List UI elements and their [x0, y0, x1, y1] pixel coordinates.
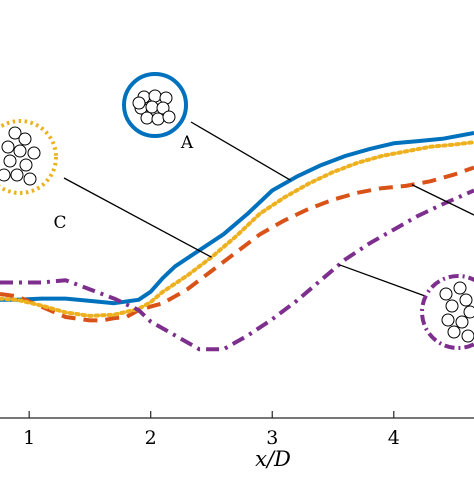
x-axis-title: x/D [255, 447, 291, 471]
particle-c [18, 132, 32, 146]
particle-a [148, 89, 162, 103]
series-line-b [0, 165, 474, 323]
x-tick-label: 2 [145, 427, 157, 449]
particle-a [151, 112, 165, 126]
annotation-leader-c [63, 177, 212, 258]
particle-c [10, 168, 24, 182]
particle-c [8, 126, 22, 140]
particle-d [453, 281, 467, 295]
annotation-label-c: C [53, 213, 66, 233]
particle-a [156, 101, 170, 115]
particle-c [0, 168, 11, 182]
series-line-a [0, 131, 474, 306]
x-tick-label: 4 [388, 427, 400, 449]
annotation-label-a: A [180, 133, 194, 153]
series-line-d [0, 188, 474, 352]
particle-c [23, 172, 37, 186]
particle-d [441, 313, 455, 327]
particle-c [27, 146, 41, 160]
particle-d [445, 299, 459, 313]
particle-d [447, 325, 461, 339]
particle-c [3, 154, 17, 168]
x-ticks: 1 2 3 4 [23, 411, 400, 449]
annotation-leader-d [338, 264, 426, 297]
annotation-leader-a [190, 121, 291, 181]
annotation-leader-b [411, 184, 474, 216]
particle-c [19, 158, 33, 172]
particle-c [1, 140, 15, 154]
particle-d [439, 287, 453, 301]
particle-a [145, 100, 159, 114]
series-line-c [0, 140, 474, 318]
x-tick-label: 1 [23, 427, 35, 449]
annotation-layer: AC [0, 72, 474, 350]
particle-a [140, 111, 154, 125]
particle-a [132, 96, 146, 110]
x-tick-label: 3 [266, 427, 278, 449]
series-layer [0, 131, 474, 352]
particle-c [13, 144, 27, 158]
particle-d [455, 315, 469, 329]
particle-d [459, 293, 473, 307]
particle-a [162, 110, 176, 124]
particle-d [463, 305, 474, 319]
particle-d [461, 329, 474, 343]
